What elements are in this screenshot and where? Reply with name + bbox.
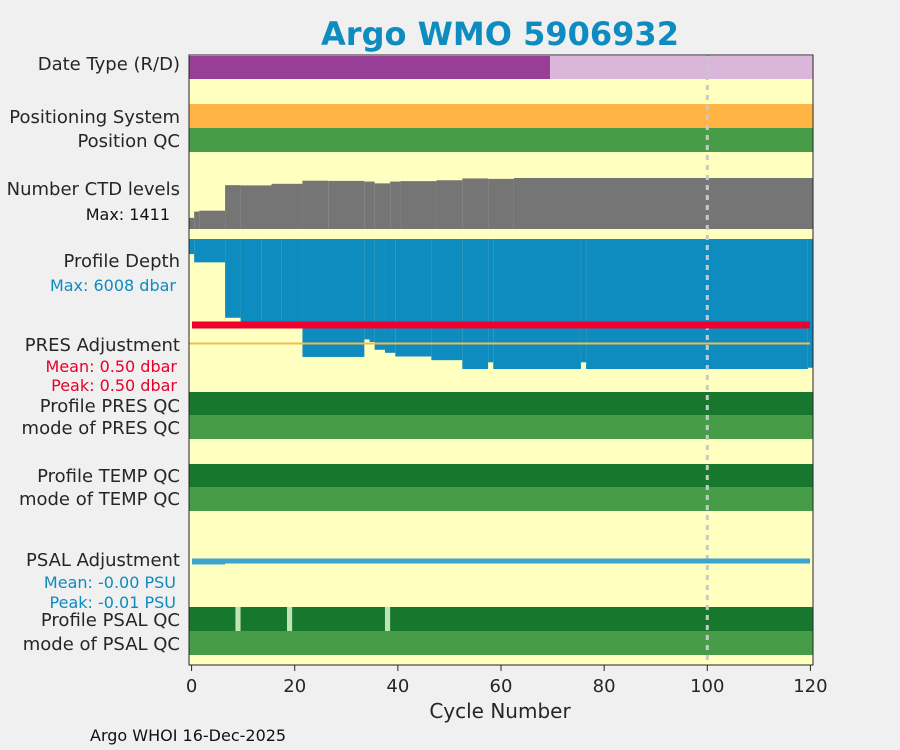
profile-pres-qc-bar	[189, 392, 813, 415]
profile-depth-bar	[369, 239, 375, 342]
row-label-psal-adjustment: PSAL Adjustment	[26, 550, 180, 571]
row-label-mode-pres-qc: mode of PRES QC	[22, 418, 180, 439]
overlay-lines	[189, 321, 810, 565]
profile-depth-bar	[580, 239, 587, 363]
ctd-levels-bar	[328, 180, 365, 229]
profile-depth-bar	[374, 239, 385, 350]
profile-depth-bar	[189, 239, 195, 255]
ctd-levels-bar	[400, 181, 437, 229]
profile-depth-bar	[225, 239, 241, 318]
psal-qc-gap-cycle-19	[286, 607, 293, 631]
row-label-mode-temp-qc: mode of TEMP QC	[19, 489, 180, 510]
ctd-levels-bar	[240, 185, 272, 229]
profile-depth-bar	[261, 239, 282, 323]
x-axis-label: Cycle Number	[429, 699, 571, 723]
ctd-levels-bar	[374, 183, 391, 229]
ctd-levels-bar	[436, 180, 463, 229]
profile-depth-bar	[364, 239, 370, 340]
profile-depth-bar	[194, 239, 226, 263]
profile-depth-bar	[462, 239, 489, 369]
ctd-levels-bar	[189, 217, 195, 229]
x-tick-label: 80	[593, 676, 616, 697]
footer-credit: Argo WHOI 16-Dec-2025	[90, 726, 286, 745]
profile-depth-bar	[302, 239, 365, 357]
ctd-levels-bar	[488, 178, 514, 229]
psal-mean-label: Mean: -0.00 PSU	[44, 573, 176, 592]
depth-max-label: Max: 6008 dbar	[50, 276, 176, 295]
mode-pres-qc-bar	[189, 415, 813, 439]
row-label-position-qc: Position QC	[77, 131, 180, 152]
row-label-positioning-system: Positioning System	[9, 107, 180, 128]
ctd-levels-bar	[462, 178, 489, 229]
profile-depth-bar	[586, 239, 808, 369]
ctd-levels-bar	[302, 180, 329, 229]
mode-psal-qc-bar	[189, 631, 813, 655]
x-tick-label: 0	[186, 676, 197, 697]
ctd-levels-bar	[390, 181, 401, 229]
profile-depth-bar	[281, 239, 303, 326]
x-tick-label: 120	[793, 676, 827, 697]
x-tick-label: 100	[690, 676, 724, 697]
x-axis: 0 20 40 60 80 100 120	[186, 665, 828, 697]
data-rows	[189, 56, 813, 655]
row-label-mode-psal-qc: mode of PSAL QC	[23, 634, 180, 655]
profile-depth-bar	[488, 239, 494, 363]
profile-psal-qc-bar	[189, 607, 813, 631]
row-label-profile-psal-qc: Profile PSAL QC	[41, 610, 180, 631]
chart-title: Argo WMO 5906932	[321, 15, 679, 53]
pres-mean-label: Mean: 0.50 dbar	[46, 357, 178, 376]
data-mode-segment-D	[549, 56, 813, 79]
profile-depth-bar	[240, 239, 262, 323]
ctd-levels-bar	[199, 210, 226, 229]
x-tick-label: 60	[490, 676, 513, 697]
positioning-system-bar	[189, 104, 813, 128]
row-label-profile-temp-qc: Profile TEMP QC	[37, 466, 180, 487]
row-label-pres-adjustment: PRES Adjustment	[25, 335, 180, 356]
row-label-ctd-levels: Number CTD levels	[7, 179, 180, 200]
row-label-profile-pres-qc: Profile PRES QC	[40, 396, 180, 417]
ctd-levels-bar	[364, 181, 375, 229]
ctd-levels-bar	[225, 185, 241, 229]
row-label-profile-depth: Profile Depth	[63, 251, 180, 272]
profile-depth-bar	[431, 239, 463, 361]
data-mode-segment-R	[189, 56, 550, 79]
profile-temp-qc-bar	[189, 464, 813, 487]
profile-depth-bar	[384, 239, 396, 353]
psal-qc-gap-cycle-9	[235, 607, 241, 631]
profile-depth-bar	[493, 239, 581, 369]
mode-temp-qc-bar	[189, 487, 813, 511]
x-tick-label: 20	[283, 676, 306, 697]
psal-qc-gap-cycle-38	[384, 607, 391, 631]
pres-peak-label: Peak: 0.50 dbar	[51, 376, 177, 395]
ctd-levels-bar	[271, 183, 303, 229]
ctd-levels-bar	[513, 178, 813, 229]
profile-depth-bar	[807, 239, 813, 368]
psal-peak-label: Peak: -0.01 PSU	[50, 593, 176, 612]
x-tick-label: 40	[386, 676, 409, 697]
position-qc-bar	[189, 128, 813, 152]
profile-depth-bar	[395, 239, 432, 357]
ctd-levels-bar	[194, 211, 200, 229]
row-label-data-type: Date Type (R/D)	[38, 54, 180, 75]
ctd-max-label: Max: 1411	[86, 205, 170, 224]
